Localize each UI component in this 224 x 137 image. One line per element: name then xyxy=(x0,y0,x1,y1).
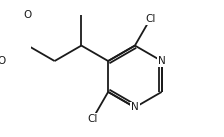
Text: N: N xyxy=(131,102,139,112)
Text: O: O xyxy=(24,10,32,20)
Text: O: O xyxy=(0,56,5,66)
Text: Cl: Cl xyxy=(145,14,155,24)
Text: Cl: Cl xyxy=(88,114,98,124)
Text: N: N xyxy=(158,56,166,66)
